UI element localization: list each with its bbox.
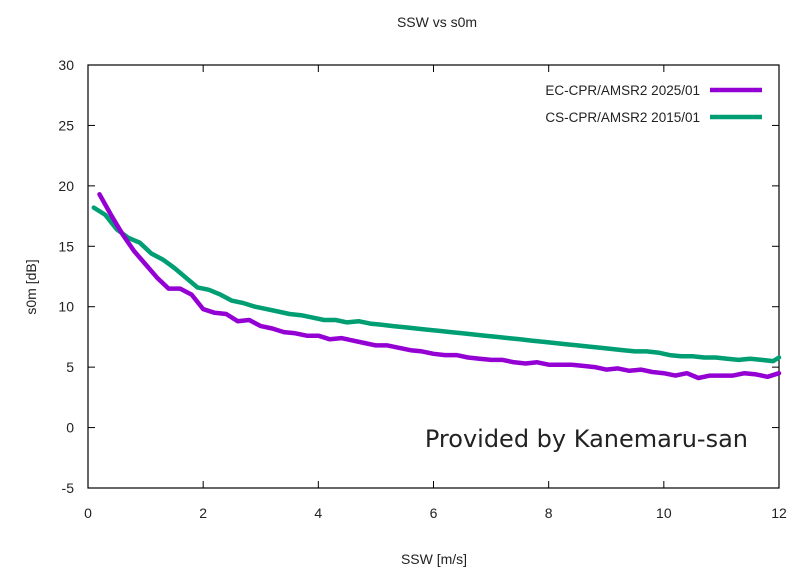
provided-by-note: Provided by Kanemaru-san [425, 425, 748, 453]
legend-label: CS-CPR/AMSR2 2015/01 [545, 110, 700, 125]
legend: EC-CPR/AMSR2 2025/01 CS-CPR/AMSR2 2015/01 [545, 83, 762, 125]
x-tick-label: 2 [199, 505, 207, 521]
y-tick-label: -5 [62, 480, 75, 496]
y-tick-label: 20 [58, 178, 74, 194]
y-tick-label: 30 [58, 57, 74, 73]
chart-title: SSW vs s0m [397, 14, 477, 30]
x-tick-label: 8 [545, 505, 553, 521]
x-tick-label: 0 [84, 505, 92, 521]
x-tick-label: 4 [314, 505, 322, 521]
y-axis: -5 0 5 10 15 20 25 30 [58, 57, 779, 496]
x-tick-label: 12 [771, 505, 787, 521]
y-tick-label: 15 [58, 238, 74, 254]
y-tick-label: 0 [66, 420, 74, 436]
y-tick-label: 10 [58, 299, 74, 315]
x-axis: 0 2 4 6 8 10 12 [84, 65, 787, 521]
x-tick-label: 10 [656, 505, 672, 521]
series-line-2 [91, 205, 782, 364]
series-layer [91, 192, 782, 381]
y-tick-label: 5 [66, 359, 74, 375]
y-tick-label: 25 [58, 117, 74, 133]
series-line-1 [97, 192, 782, 381]
x-axis-label: SSW [m/s] [401, 551, 467, 567]
legend-label: EC-CPR/AMSR2 2025/01 [545, 83, 700, 98]
y-axis-label: s0m [dB] [23, 259, 39, 314]
x-tick-label: 6 [430, 505, 438, 521]
